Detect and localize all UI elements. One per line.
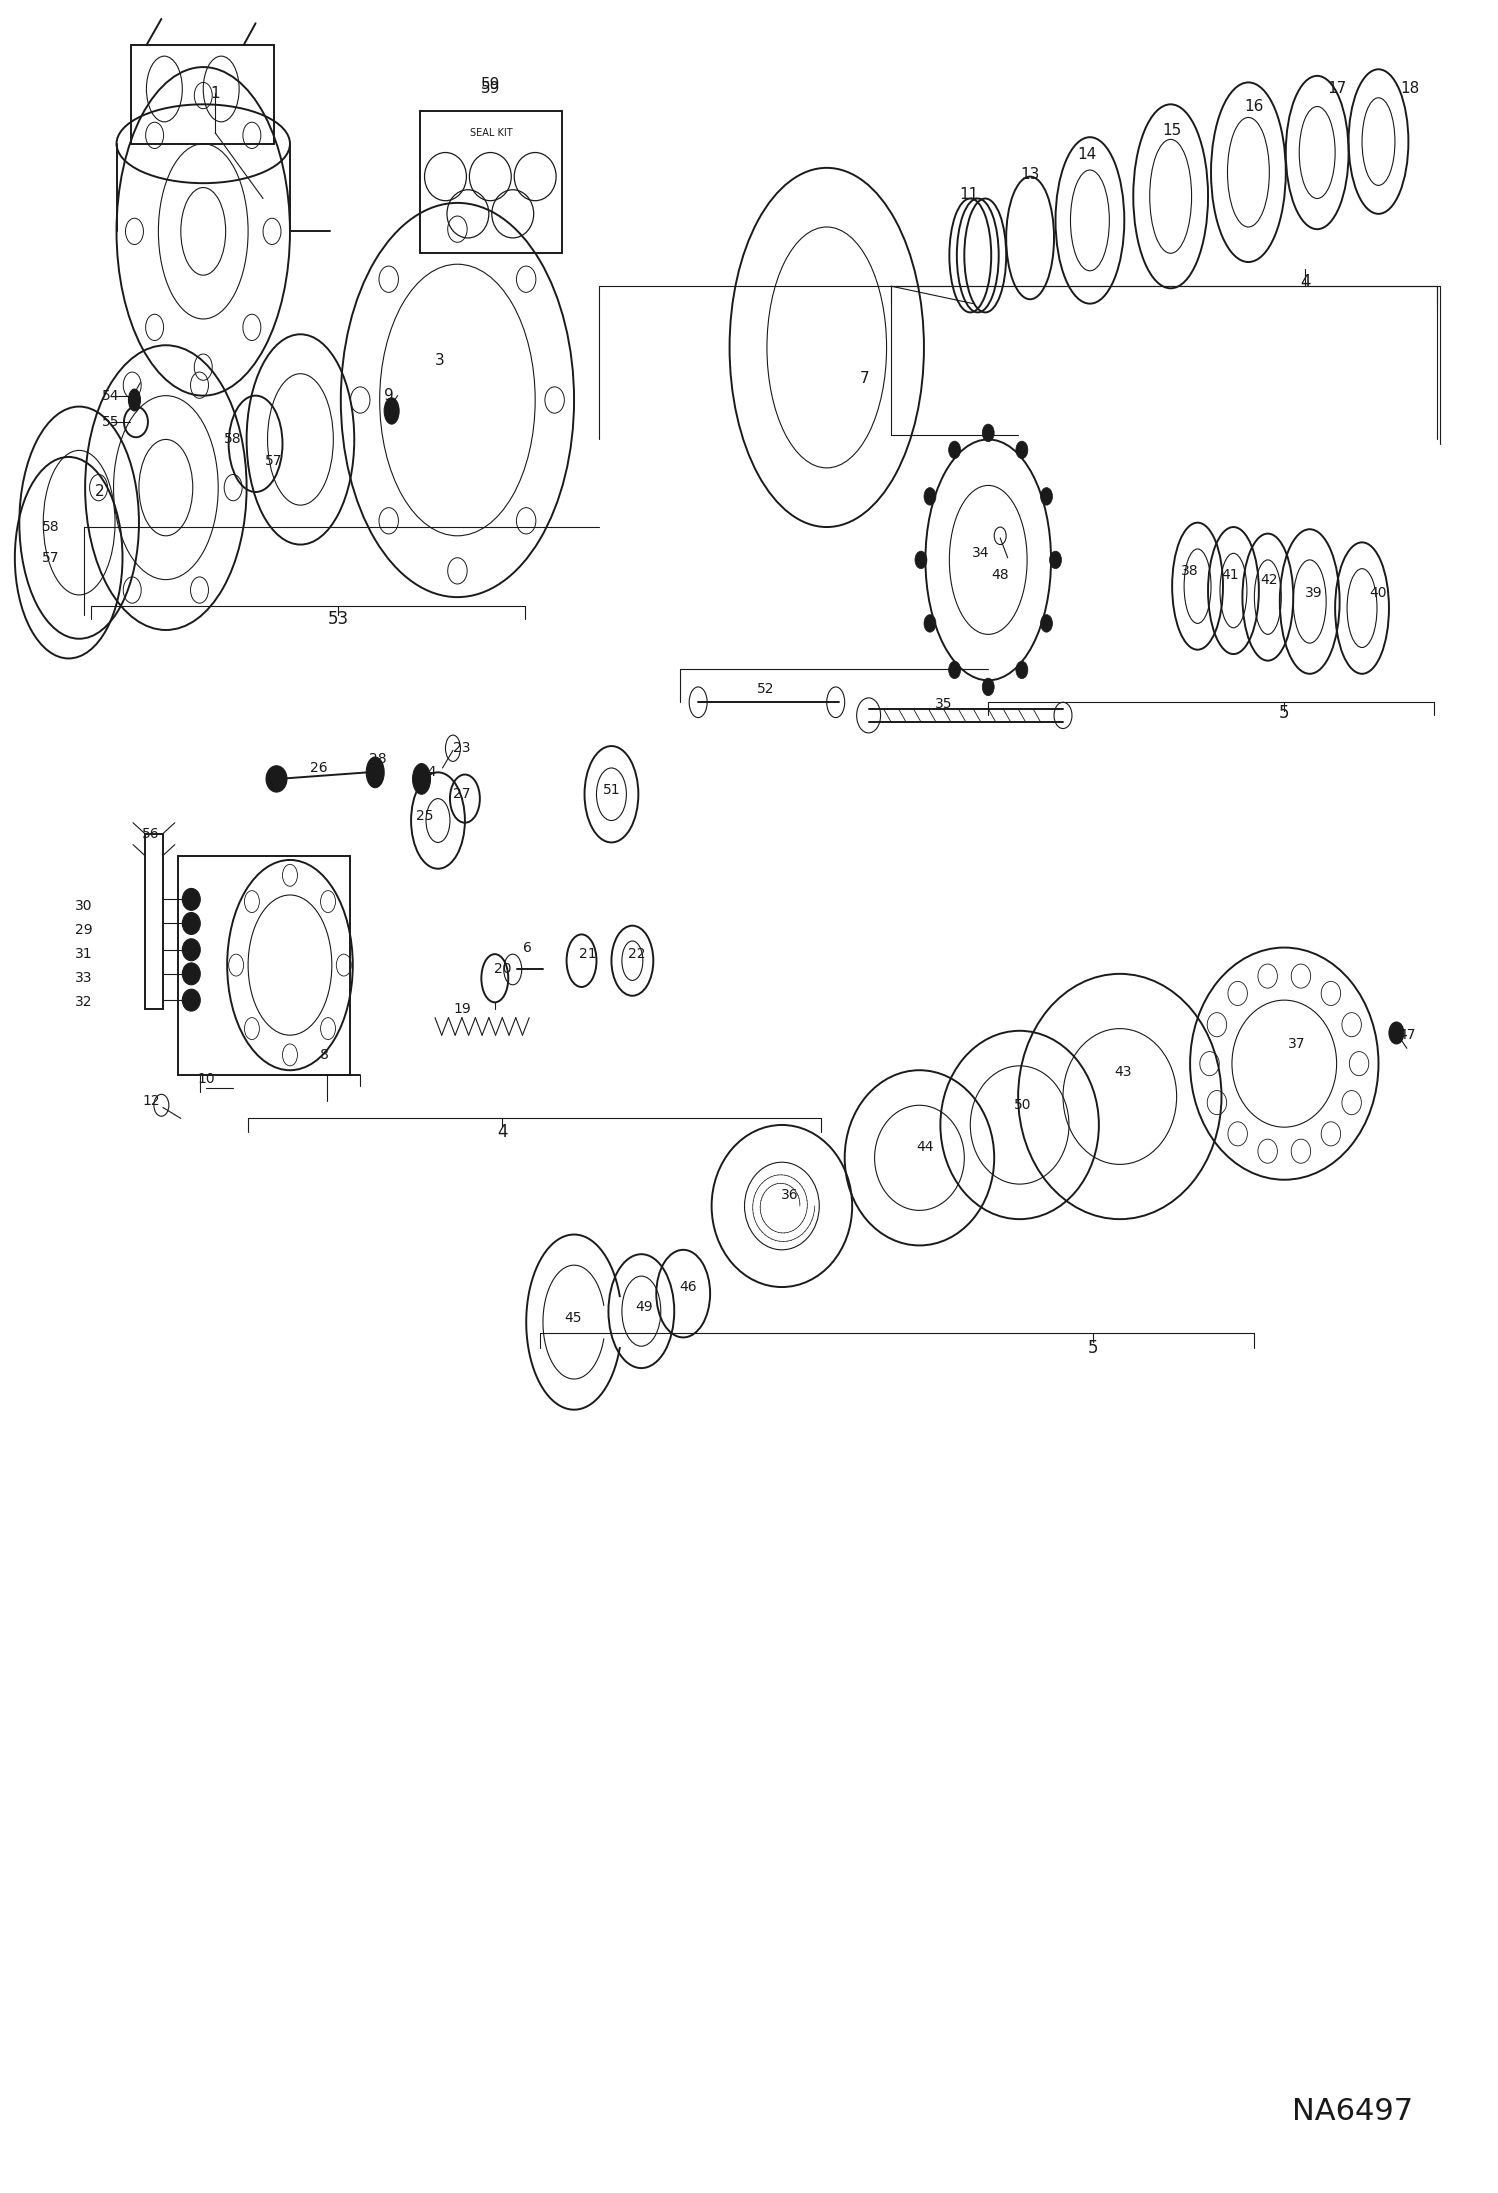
Ellipse shape — [1041, 614, 1053, 632]
Text: 26: 26 — [310, 761, 327, 774]
Text: 34: 34 — [972, 546, 990, 561]
Ellipse shape — [412, 763, 430, 794]
Text: 50: 50 — [1014, 1099, 1032, 1112]
Text: 51: 51 — [602, 783, 620, 796]
Text: 4: 4 — [497, 1123, 508, 1140]
Ellipse shape — [983, 423, 995, 441]
Text: 3: 3 — [434, 353, 445, 368]
Text: 52: 52 — [756, 682, 774, 695]
Ellipse shape — [924, 614, 936, 632]
Text: 39: 39 — [1305, 586, 1323, 599]
Text: 19: 19 — [452, 1002, 470, 1015]
Text: 9: 9 — [383, 388, 394, 404]
Ellipse shape — [183, 888, 201, 910]
Text: 40: 40 — [1369, 586, 1387, 599]
Text: 15: 15 — [1162, 123, 1182, 138]
Text: 54: 54 — [102, 388, 120, 404]
Ellipse shape — [366, 757, 383, 787]
Text: 47: 47 — [1398, 1029, 1416, 1042]
Text: 25: 25 — [416, 809, 433, 822]
Text: 7: 7 — [860, 371, 869, 386]
Text: 17: 17 — [1327, 81, 1347, 96]
Text: 36: 36 — [780, 1189, 798, 1202]
Text: SEAL KIT: SEAL KIT — [470, 127, 512, 138]
Ellipse shape — [948, 441, 960, 458]
Text: 12: 12 — [142, 1094, 160, 1107]
Text: 5: 5 — [1279, 704, 1290, 721]
Ellipse shape — [383, 397, 398, 423]
Ellipse shape — [1050, 550, 1062, 568]
Ellipse shape — [1016, 441, 1028, 458]
Text: 2: 2 — [96, 485, 105, 500]
Text: 27: 27 — [454, 787, 470, 800]
Ellipse shape — [183, 989, 201, 1011]
Text: 31: 31 — [75, 947, 93, 961]
Ellipse shape — [183, 963, 201, 985]
Text: 42: 42 — [1261, 572, 1278, 586]
Text: 8: 8 — [321, 1048, 328, 1061]
Text: 21: 21 — [578, 947, 596, 961]
Text: 48: 48 — [992, 568, 1010, 581]
Text: 24: 24 — [419, 765, 436, 779]
Text: 38: 38 — [1182, 564, 1198, 577]
Text: 33: 33 — [75, 971, 93, 985]
Text: 37: 37 — [1287, 1037, 1305, 1050]
Text: 28: 28 — [370, 752, 386, 765]
Text: 35: 35 — [935, 697, 953, 711]
Text: 57: 57 — [265, 454, 282, 469]
Text: 49: 49 — [635, 1300, 653, 1314]
Text: 32: 32 — [75, 996, 93, 1009]
Text: 29: 29 — [75, 923, 93, 936]
Text: 46: 46 — [679, 1281, 697, 1294]
Text: 41: 41 — [1222, 568, 1239, 581]
Text: 45: 45 — [563, 1311, 581, 1325]
Text: 10: 10 — [198, 1072, 216, 1086]
Text: 6: 6 — [523, 941, 532, 954]
Ellipse shape — [983, 678, 995, 695]
Ellipse shape — [924, 487, 936, 504]
Text: 11: 11 — [959, 186, 978, 202]
Text: 1: 1 — [210, 86, 220, 101]
Ellipse shape — [183, 912, 201, 934]
Text: 59: 59 — [481, 77, 500, 92]
Text: 53: 53 — [327, 610, 349, 627]
Ellipse shape — [1041, 487, 1053, 504]
Text: 20: 20 — [493, 963, 511, 976]
Text: 44: 44 — [917, 1140, 935, 1154]
Text: 14: 14 — [1077, 147, 1097, 162]
Text: 16: 16 — [1245, 99, 1264, 114]
Text: 4: 4 — [1300, 272, 1311, 292]
Text: 18: 18 — [1401, 81, 1420, 96]
Text: 23: 23 — [454, 741, 470, 754]
Ellipse shape — [915, 550, 927, 568]
Ellipse shape — [1016, 660, 1028, 678]
Ellipse shape — [129, 388, 141, 410]
Text: 58: 58 — [225, 432, 243, 447]
Text: 58: 58 — [42, 520, 60, 535]
Text: 22: 22 — [628, 947, 646, 961]
Ellipse shape — [267, 765, 288, 792]
Text: 56: 56 — [142, 827, 160, 840]
Ellipse shape — [183, 939, 201, 961]
Text: 59: 59 — [481, 81, 500, 96]
Text: 30: 30 — [75, 899, 93, 912]
Text: 57: 57 — [42, 550, 60, 566]
Ellipse shape — [1389, 1022, 1404, 1044]
Text: 5: 5 — [1088, 1340, 1098, 1357]
Text: 13: 13 — [1020, 167, 1040, 182]
Text: 55: 55 — [102, 414, 120, 430]
Ellipse shape — [948, 660, 960, 678]
Text: 43: 43 — [1115, 1066, 1131, 1079]
Text: NA6497: NA6497 — [1291, 2097, 1413, 2125]
